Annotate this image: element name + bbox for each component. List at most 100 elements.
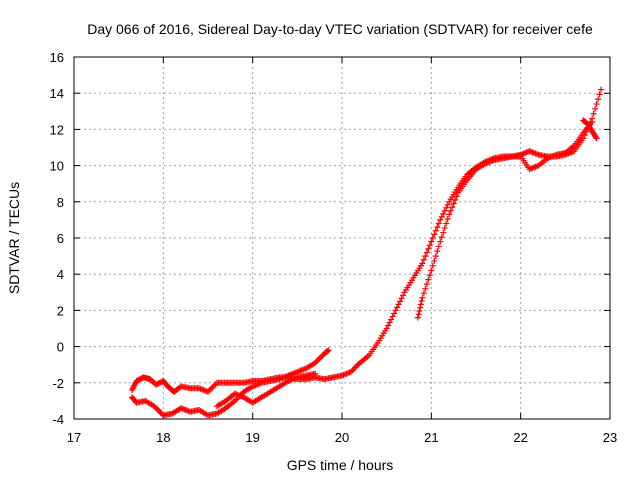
data-point bbox=[418, 298, 425, 305]
data-point bbox=[589, 119, 596, 126]
data-point bbox=[438, 213, 445, 220]
data-point bbox=[437, 238, 444, 245]
x-tick-label: 22 bbox=[513, 430, 527, 445]
data-point bbox=[441, 225, 448, 232]
y-tick-label: -2 bbox=[52, 376, 64, 391]
data-point bbox=[452, 196, 459, 203]
data-point bbox=[422, 253, 429, 260]
y-tick-label: 8 bbox=[57, 195, 64, 210]
data-point bbox=[324, 347, 331, 354]
y-tick-label: 10 bbox=[50, 159, 64, 174]
data-point bbox=[446, 211, 453, 218]
data-point bbox=[431, 257, 438, 264]
data-point bbox=[385, 322, 392, 329]
data-point bbox=[398, 295, 405, 302]
data-point bbox=[429, 235, 436, 241]
data-point bbox=[414, 314, 421, 321]
data-point bbox=[325, 347, 332, 354]
data-point bbox=[580, 135, 587, 142]
data-point bbox=[450, 200, 457, 207]
data-point bbox=[595, 96, 602, 103]
data-point bbox=[432, 253, 439, 260]
data-point bbox=[432, 227, 439, 234]
data-point bbox=[441, 207, 448, 214]
y-axis-title: SDTVAR / TECUs bbox=[6, 182, 22, 294]
grid bbox=[74, 57, 610, 419]
data-point bbox=[435, 243, 442, 250]
data-point bbox=[428, 238, 435, 245]
x-tick-label: 23 bbox=[603, 430, 617, 445]
data-point bbox=[422, 285, 429, 292]
axis-ticks: 17 18 19 20 21 22 23 -4 -2 0 2 4 6 8 10 12 14 16 bbox=[50, 50, 618, 445]
data-point bbox=[392, 307, 399, 314]
data-point bbox=[593, 135, 600, 142]
y-tick-label: 2 bbox=[57, 303, 64, 318]
y-tick-label: 12 bbox=[50, 122, 64, 137]
series-track-d bbox=[414, 119, 596, 321]
y-tick-label: 14 bbox=[50, 86, 64, 101]
x-axis-title: GPS time / hours bbox=[287, 457, 394, 473]
data-point bbox=[443, 220, 450, 227]
data-point bbox=[592, 134, 599, 141]
data-point bbox=[426, 242, 433, 249]
data-point bbox=[426, 272, 433, 279]
series-track-a bbox=[129, 86, 605, 395]
y-tick-label: 16 bbox=[50, 50, 64, 65]
data-point bbox=[425, 276, 432, 283]
x-tick-label: 21 bbox=[424, 430, 438, 445]
data-point bbox=[395, 301, 402, 308]
data-point bbox=[397, 298, 404, 305]
data-point bbox=[388, 316, 395, 323]
data-point bbox=[417, 304, 424, 311]
data-point bbox=[598, 86, 605, 93]
data-point bbox=[416, 308, 423, 315]
data-marks bbox=[129, 86, 605, 419]
data-point bbox=[391, 310, 398, 317]
data-point bbox=[415, 311, 422, 318]
data-point bbox=[434, 224, 441, 231]
data-point bbox=[593, 101, 600, 108]
data-point bbox=[312, 370, 319, 377]
data-point bbox=[443, 204, 450, 211]
x-tick-label: 20 bbox=[335, 430, 349, 445]
y-tick-label: 0 bbox=[57, 340, 64, 355]
data-point bbox=[444, 201, 451, 208]
data-point bbox=[437, 216, 444, 223]
data-point bbox=[440, 210, 447, 217]
data-point bbox=[596, 91, 603, 98]
x-tick-label: 18 bbox=[156, 430, 170, 445]
chart-title: Day 066 of 2016, Sidereal Day-to-day VTE… bbox=[87, 21, 593, 37]
x-tick-label: 19 bbox=[245, 430, 259, 445]
data-point bbox=[419, 294, 426, 301]
data-point bbox=[429, 262, 436, 269]
data-point bbox=[447, 207, 454, 214]
data-point bbox=[419, 260, 426, 267]
data-point bbox=[449, 204, 456, 211]
data-point bbox=[590, 110, 597, 117]
data-point bbox=[400, 292, 407, 299]
data-point bbox=[423, 281, 430, 288]
data-point bbox=[434, 248, 441, 255]
data-point bbox=[420, 290, 427, 297]
series-track-b bbox=[129, 347, 332, 419]
data-point bbox=[394, 304, 401, 311]
data-point bbox=[389, 313, 396, 320]
data-point bbox=[435, 220, 442, 227]
y-tick-label: 6 bbox=[57, 231, 64, 246]
data-point bbox=[420, 256, 427, 263]
data-point bbox=[417, 301, 424, 308]
data-point bbox=[423, 249, 430, 256]
x-tick-label: 17 bbox=[67, 430, 81, 445]
data-point bbox=[438, 234, 445, 241]
data-point bbox=[440, 229, 447, 236]
data-point bbox=[453, 193, 460, 200]
series-track-e bbox=[580, 117, 600, 142]
y-tick-label: 4 bbox=[57, 267, 64, 282]
data-point bbox=[386, 319, 393, 326]
series-track-c bbox=[213, 370, 319, 410]
data-point bbox=[383, 325, 390, 332]
data-point bbox=[592, 105, 599, 112]
data-point bbox=[425, 245, 432, 252]
y-tick-label: -4 bbox=[52, 412, 64, 427]
